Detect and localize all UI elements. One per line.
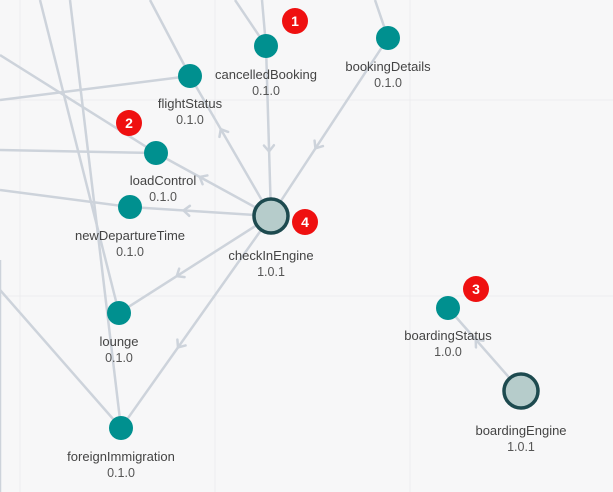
node-version: 0.1.0 [176, 113, 204, 127]
node-checkInEngine[interactable] [252, 197, 290, 235]
badge-4: 4 [292, 209, 318, 235]
node-name: boardingEngine [475, 423, 567, 438]
node-name: lounge [99, 334, 139, 349]
node-version: 0.1.0 [149, 190, 177, 204]
node-name: newDepartureTime [74, 228, 186, 243]
node-label-boardingEngine: boardingEngine 1.0.1 [475, 423, 566, 455]
node-flightStatus[interactable] [178, 64, 202, 88]
node-label-flightStatus: flightStatus 0.1.0 [158, 96, 222, 128]
node-label-loadControl: loadControl 0.1.0 [130, 173, 197, 205]
node-label-lounge: lounge 0.1.0 [99, 334, 138, 366]
node-bookingDetails[interactable] [376, 26, 400, 50]
node-version: 1.0.1 [507, 440, 535, 454]
nodes-layer [107, 26, 540, 440]
edge-arrow [218, 127, 230, 139]
background-edge [0, 53, 157, 155]
node-version: 1.0.0 [434, 345, 462, 359]
edge-cancelledBooking-checkInEngine [264, 45, 273, 217]
node-newDepartureTime[interactable] [118, 195, 142, 219]
edge-arrow [176, 338, 187, 349]
node-name: boardingStatus [404, 328, 492, 343]
node-label-checkInEngine: checkInEngine 1.0.1 [228, 248, 313, 280]
background-edge [38, 0, 121, 314]
edge-arrow [198, 174, 209, 186]
node-label-newDepartureTime: newDepartureTime 0.1.0 [75, 228, 185, 260]
badge-1: 1 [282, 8, 308, 34]
edge-checkInEngine-foreignImmigration [119, 215, 273, 429]
node-name: checkInEngine [228, 248, 314, 263]
node-version: 0.1.0 [252, 84, 280, 98]
background-edge [0, 74, 191, 102]
edge-checkInEngine-newDepartureTime [129, 205, 272, 218]
edge-arrow [313, 139, 325, 150]
edge-bookingDetails-checkInEngine [269, 37, 390, 217]
node-label-foreignImmigration: foreignImmigration 0.1.0 [67, 449, 175, 481]
background-edge [0, 188, 131, 209]
node-name: loadControl [129, 173, 197, 188]
node-name: cancelledBooking [215, 67, 317, 82]
node-label-cancelledBooking: cancelledBooking 0.1.0 [215, 67, 317, 99]
badge-2: 2 [116, 110, 142, 136]
badge-3: 3 [463, 276, 489, 302]
node-boardingEngine[interactable] [502, 372, 540, 410]
node-cancelledBooking[interactable] [254, 34, 278, 58]
edge-arrow [182, 204, 192, 218]
node-name: flightStatus [157, 96, 223, 111]
node-name: bookingDetails [345, 59, 431, 74]
node-boardingStatus[interactable] [436, 296, 460, 320]
node-version: 0.1.0 [107, 466, 135, 480]
node-version: 0.1.0 [374, 76, 402, 90]
edge-arrow [262, 144, 276, 153]
edge-checkInEngine-lounge [118, 214, 272, 315]
edge-arrow [175, 267, 186, 279]
node-name: foreignImmigration [67, 449, 175, 464]
node-version: 0.1.0 [116, 245, 144, 259]
node-lounge[interactable] [107, 301, 131, 325]
node-version: 1.0.1 [257, 265, 285, 279]
edge-arrow [474, 338, 485, 349]
node-loadControl[interactable] [144, 141, 168, 165]
edge-checkInEngine-loadControl [155, 151, 272, 218]
node-label-bookingDetails: bookingDetails 0.1.0 [345, 59, 430, 91]
edge-checkInEngine-flightStatus [188, 75, 273, 217]
node-version: 0.1.0 [105, 351, 133, 365]
background-edge [148, 0, 192, 77]
node-foreignImmigration[interactable] [109, 416, 133, 440]
background-edge [0, 289, 122, 429]
background-edge [68, 0, 123, 429]
node-label-boardingStatus: boardingStatus 1.0.0 [404, 328, 491, 360]
